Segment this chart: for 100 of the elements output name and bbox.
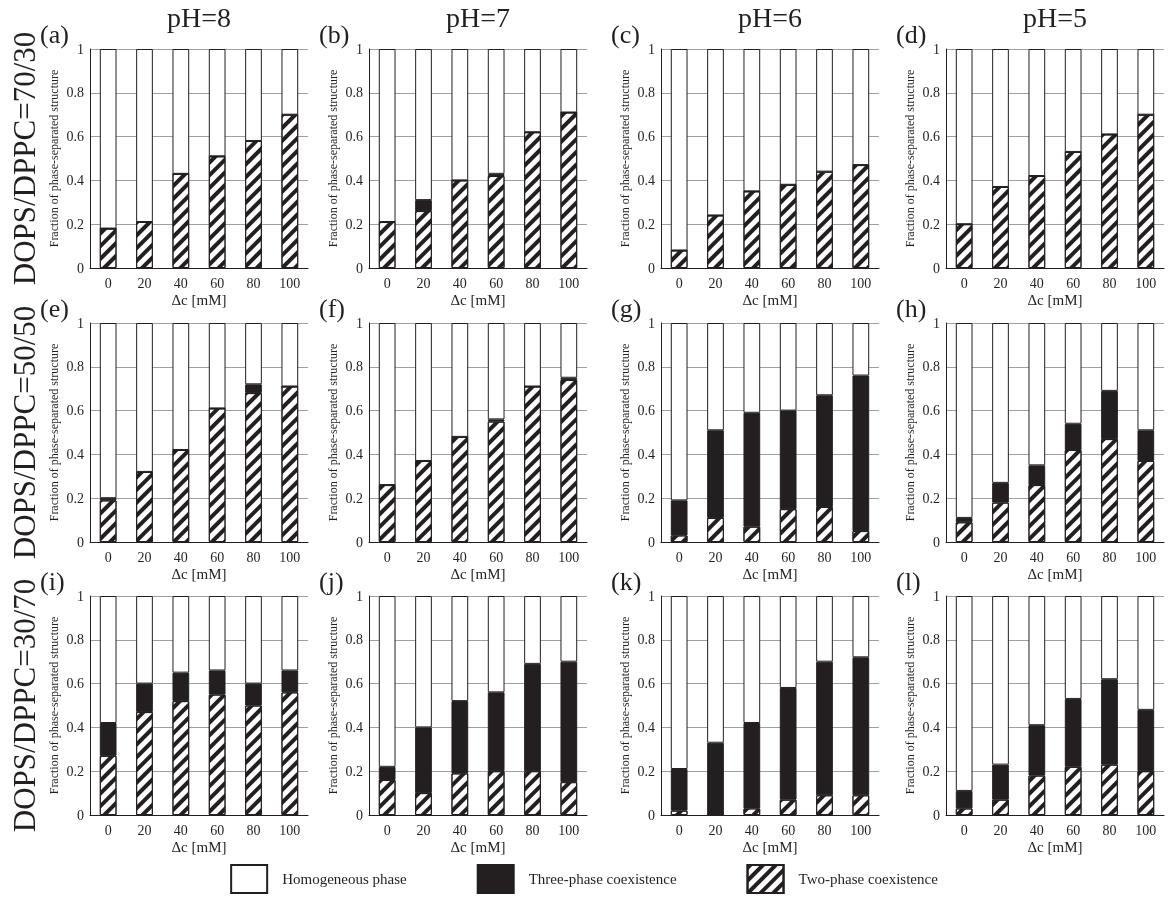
x-tick-label: 0: [104, 275, 112, 291]
y-tick-label: 0: [77, 260, 84, 276]
y-axis-title: Fraction of phase-separated structure: [618, 616, 632, 795]
y-tick-label: 1: [77, 315, 84, 331]
y-tick-label: 0.4: [345, 446, 363, 462]
y-tick-label: 0.4: [66, 719, 84, 735]
y-tick-label: 0.2: [66, 490, 84, 506]
y-tick-label: 0.8: [922, 359, 940, 375]
x-tick-label: 60: [489, 275, 504, 291]
y-tick-label: 0.6: [922, 403, 940, 419]
y-tick-label: 0.8: [922, 85, 940, 101]
x-axis-title: Δc [mM]: [171, 838, 227, 855]
x-tick-label: 0: [675, 275, 683, 291]
x-tick-label: 80: [525, 275, 540, 291]
y-tick-label: 0.8: [637, 85, 655, 101]
x-tick-label: 40: [452, 822, 467, 838]
x-tick-label: 100: [850, 549, 872, 565]
y-tick-label: 0.6: [637, 129, 655, 145]
y-tick-label: 0.4: [66, 446, 84, 462]
x-tick-label: 0: [383, 549, 391, 565]
x-tick-label: 20: [993, 275, 1008, 291]
x-axis-title: Δc [mM]: [1027, 291, 1083, 308]
x-tick-label: 100: [279, 822, 301, 838]
chart-title: (h): [896, 293, 927, 323]
x-tick-label: 0: [960, 822, 968, 838]
text: DOPS/DPPC=70/30: [7, 31, 42, 286]
y-tick-label: 0: [356, 807, 363, 823]
x-tick-label: 60: [489, 822, 504, 838]
y-tick-label: 0.4: [922, 172, 940, 188]
y-tick-label: 0.2: [922, 216, 940, 232]
x-tick-label: 40: [744, 275, 759, 291]
chart-subtitle: pH=7: [445, 1, 511, 33]
x-tick-label: 40: [1029, 822, 1044, 838]
y-tick-label: 0.2: [345, 216, 363, 232]
y-tick-label: 1: [933, 315, 940, 331]
y-tick-label: 0: [648, 534, 655, 550]
y-tick-label: 1: [356, 588, 363, 604]
y-tick-label: 0.4: [922, 719, 940, 735]
legend-label: Homogeneous phase: [282, 871, 408, 887]
y-tick-label: 0.8: [66, 359, 84, 375]
x-axis-title: Δc [mM]: [171, 291, 227, 308]
y-axis-title: Fraction of phase-separated structure: [326, 343, 340, 522]
x-axis-title: Δc [mM]: [1027, 565, 1083, 582]
x-tick-label: 100: [558, 822, 580, 838]
y-tick-label: 0.6: [922, 676, 940, 692]
y-tick-label: 1: [356, 41, 363, 57]
x-tick-label: 100: [279, 549, 301, 565]
y-tick-label: 0.6: [345, 129, 363, 145]
y-axis-title: Fraction of phase-separated structure: [326, 69, 340, 248]
y-tick-label: 0.2: [345, 490, 363, 506]
x-tick-label: 80: [817, 549, 832, 565]
x-tick-label: 20: [416, 822, 431, 838]
x-tick-label: 40: [452, 275, 467, 291]
x-tick-label: 0: [960, 549, 968, 565]
y-tick-label: 1: [648, 315, 655, 331]
x-tick-label: 100: [1135, 822, 1157, 838]
y-tick-label: 0.6: [345, 403, 363, 419]
y-axis-title: Fraction of phase-separated structure: [47, 69, 61, 248]
x-tick-label: 40: [173, 822, 188, 838]
chart-title: (l): [896, 566, 921, 596]
x-tick-label: 60: [781, 275, 796, 291]
x-tick-label: 0: [383, 822, 391, 838]
y-tick-label: 0.6: [637, 676, 655, 692]
chart-title: (k): [611, 566, 642, 596]
x-tick-label: 80: [1102, 275, 1117, 291]
x-axis-title: Δc [mM]: [171, 565, 227, 582]
x-axis-title: Δc [mM]: [742, 565, 798, 582]
x-tick-label: 60: [1066, 549, 1081, 565]
x-tick-label: 80: [525, 822, 540, 838]
chart-title: (d): [896, 19, 927, 49]
x-tick-label: 40: [1029, 549, 1044, 565]
y-tick-label: 1: [77, 41, 84, 57]
x-tick-label: 80: [246, 275, 261, 291]
x-tick-label: 20: [137, 822, 152, 838]
x-tick-label: 0: [675, 822, 683, 838]
y-axis-title: Fraction of phase-separated structure: [47, 343, 61, 522]
y-tick-label: 0: [933, 807, 940, 823]
x-tick-label: 60: [781, 549, 796, 565]
y-tick-label: 1: [648, 588, 655, 604]
y-tick-label: 0.8: [345, 85, 363, 101]
chart-title: (j): [319, 566, 344, 596]
x-tick-label: 80: [817, 275, 832, 291]
y-axis-title: Fraction of phase-separated structure: [618, 343, 632, 522]
y-tick-label: 0.8: [637, 359, 655, 375]
x-tick-label: 80: [1102, 822, 1117, 838]
x-tick-label: 80: [246, 549, 261, 565]
y-tick-label: 0.6: [922, 129, 940, 145]
x-tick-label: 0: [104, 822, 112, 838]
x-tick-label: 100: [850, 822, 872, 838]
y-tick-label: 0.2: [637, 490, 655, 506]
chart-subtitle: pH=8: [166, 1, 232, 33]
y-axis-title: Fraction of phase-separated structure: [903, 616, 917, 795]
x-tick-label: 100: [558, 549, 580, 565]
y-tick-label: 0.2: [637, 216, 655, 232]
x-tick-label: 100: [1135, 549, 1157, 565]
y-tick-label: 0.4: [637, 172, 655, 188]
y-tick-label: 1: [933, 588, 940, 604]
x-tick-label: 80: [246, 822, 261, 838]
x-tick-label: 0: [960, 275, 968, 291]
y-axis-title: Fraction of phase-separated structure: [47, 616, 61, 795]
